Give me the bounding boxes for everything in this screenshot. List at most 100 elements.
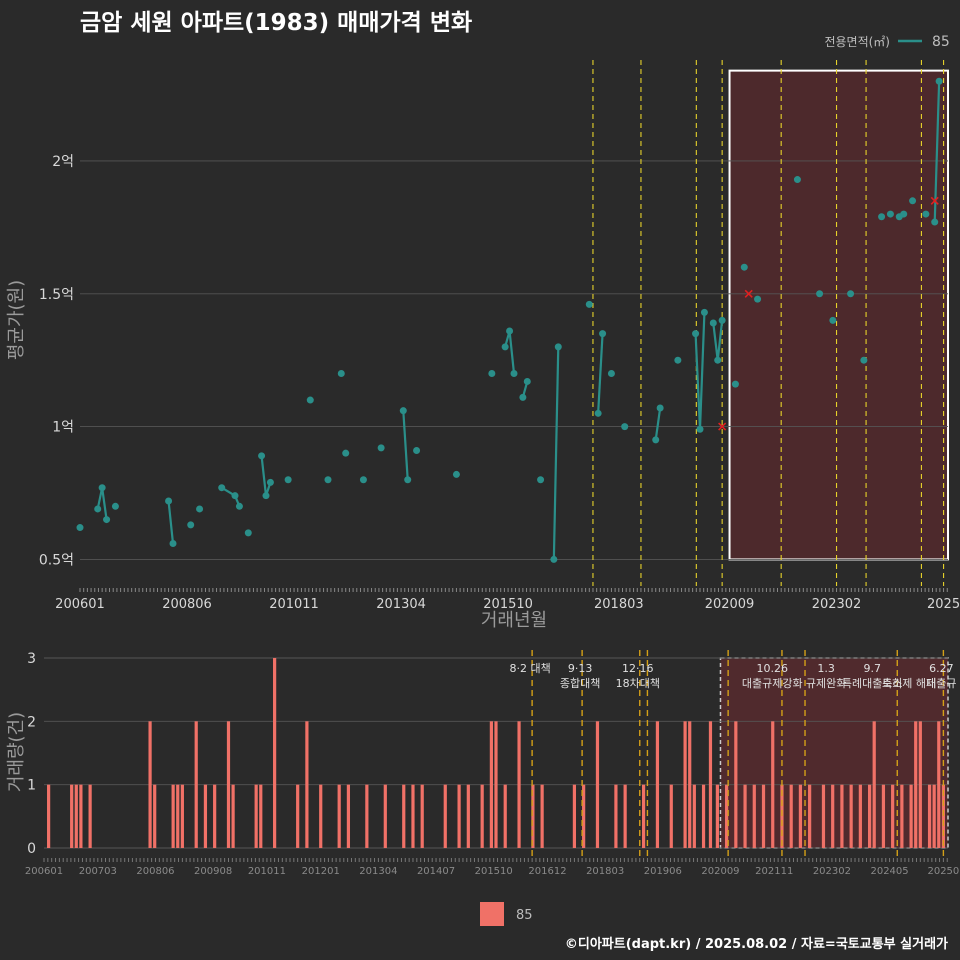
price-data-point: [258, 452, 266, 460]
volume-bar: [503, 784, 507, 848]
volume-bar: [466, 784, 470, 848]
volume-bar: [715, 784, 719, 848]
price-data-point: [506, 327, 514, 335]
price-x-tick-label: 201304: [376, 597, 426, 612]
volume-bar: [420, 784, 424, 848]
price-data-point: [324, 476, 332, 484]
price-data-point: [244, 529, 252, 537]
volume-x-tick-label: 201510: [475, 866, 513, 877]
price-data-point: [900, 210, 908, 218]
price-series-line: [260, 455, 272, 497]
volume-y-tick-label: 2: [27, 714, 36, 730]
volume-bar: [743, 784, 747, 848]
price-series-line: [96, 487, 108, 520]
volume-y-tick-label: 0: [27, 841, 36, 857]
price-x-axis-title: 거래년월: [481, 610, 547, 631]
price-data-point: [231, 492, 239, 500]
price-panel: 0.5억 1억 1.5억 2억 200601 200806 201011 201304 2015…: [39, 60, 960, 612]
policy-label: 9.7: [863, 662, 881, 675]
volume-bar: [849, 784, 853, 848]
price-data-point: [218, 484, 226, 492]
volume-legend: 85: [480, 902, 533, 926]
price-data-point: [731, 380, 739, 388]
volume-bar: [517, 721, 521, 848]
volume-bar: [918, 721, 922, 848]
price-data-point: [262, 492, 270, 500]
price-data-point: [793, 176, 801, 184]
volume-bar: [319, 784, 323, 848]
volume-x-tick-label: 202302: [813, 866, 851, 877]
volume-bar: [858, 784, 862, 848]
volume-bar: [365, 784, 369, 848]
volume-bar: [798, 784, 803, 848]
volume-bar: [683, 721, 687, 848]
source-footer: ©디아파트(dapt.kr) / 2025.08.02 / 자료=국토교통부 실…: [565, 936, 948, 952]
volume-x-tick-label: 202009: [701, 866, 739, 877]
price-series-line: [654, 407, 662, 441]
volume-bar: [641, 784, 646, 848]
price-data-point: [621, 423, 629, 431]
volume-bar: [88, 784, 92, 848]
price-data-point: [306, 396, 314, 404]
price-data-point: [399, 407, 407, 415]
volume-bar: [595, 721, 600, 848]
volume-bar: [213, 784, 217, 848]
volume-y-axis-title: 거래량(건): [6, 712, 27, 792]
volume-bar: [70, 784, 74, 848]
price-data-point: [714, 356, 722, 364]
price-data-point: [510, 369, 518, 377]
price-data-point: [931, 218, 939, 226]
price-data-point: [501, 343, 509, 351]
chart-title: 금암 세원 아파트(1983) 매매가격 변화: [80, 10, 472, 36]
volume-bar: [153, 784, 157, 848]
policy-label: 10.26: [757, 662, 789, 675]
volume-bar: [789, 784, 793, 848]
volume-bar: [176, 784, 180, 848]
volume-bar: [47, 784, 51, 848]
price-series-line: [402, 410, 409, 480]
price-x-tick-label: 201803: [594, 597, 644, 612]
policy-label: 1.3: [817, 662, 835, 675]
cancelled-trade-marker: [718, 422, 727, 431]
volume-x-tick-label: 202405: [870, 866, 908, 877]
price-data-point: [550, 555, 558, 563]
volume-bar: [872, 721, 876, 848]
price-series-line: [504, 330, 516, 374]
volume-x-tick-label: 200703: [79, 866, 117, 877]
price-data-point: [519, 393, 527, 401]
price-y-tick-label: 2억: [52, 154, 74, 170]
volume-bar: [891, 784, 895, 848]
volume-bar: [692, 784, 696, 848]
price-data-point: [103, 516, 111, 524]
volume-bar: [231, 784, 235, 848]
volume-bar: [383, 784, 387, 848]
volume-bar: [273, 658, 277, 848]
highlight-period-box: [728, 69, 949, 561]
price-data-point: [187, 521, 195, 529]
legend-series-label: 85: [932, 34, 950, 50]
volume-bar: [881, 784, 886, 848]
volume-x-tick-label: 202111: [755, 866, 793, 877]
price-data-point: [656, 404, 664, 412]
volume-bar: [480, 784, 484, 848]
volume-bar: [840, 784, 844, 848]
volume-bar: [402, 784, 406, 848]
price-data-point: [266, 478, 274, 486]
price-data-point: [196, 505, 204, 513]
volume-bar: [821, 784, 826, 848]
volume-bar: [867, 784, 872, 848]
price-data-point: [860, 356, 868, 364]
price-y-tick-label: 0.5억: [39, 552, 74, 568]
volume-bar: [79, 784, 83, 848]
price-data-point: [337, 369, 345, 377]
volume-bar: [669, 784, 673, 848]
volume-panel: 0 1 2 3 8·2 대책 9·13 종합대책 12·16 18차대책 10.26 대출규제강화 1…: [25, 650, 959, 877]
volume-bar: [489, 721, 493, 848]
volume-x-tick-label: 200908: [194, 866, 232, 877]
price-data-point: [829, 316, 837, 324]
price-x-tick-label: 202009: [705, 597, 755, 612]
volume-bar: [296, 784, 300, 848]
price-legend: 전용면적(㎡) 85: [824, 34, 949, 50]
volume-bar: [761, 784, 766, 848]
